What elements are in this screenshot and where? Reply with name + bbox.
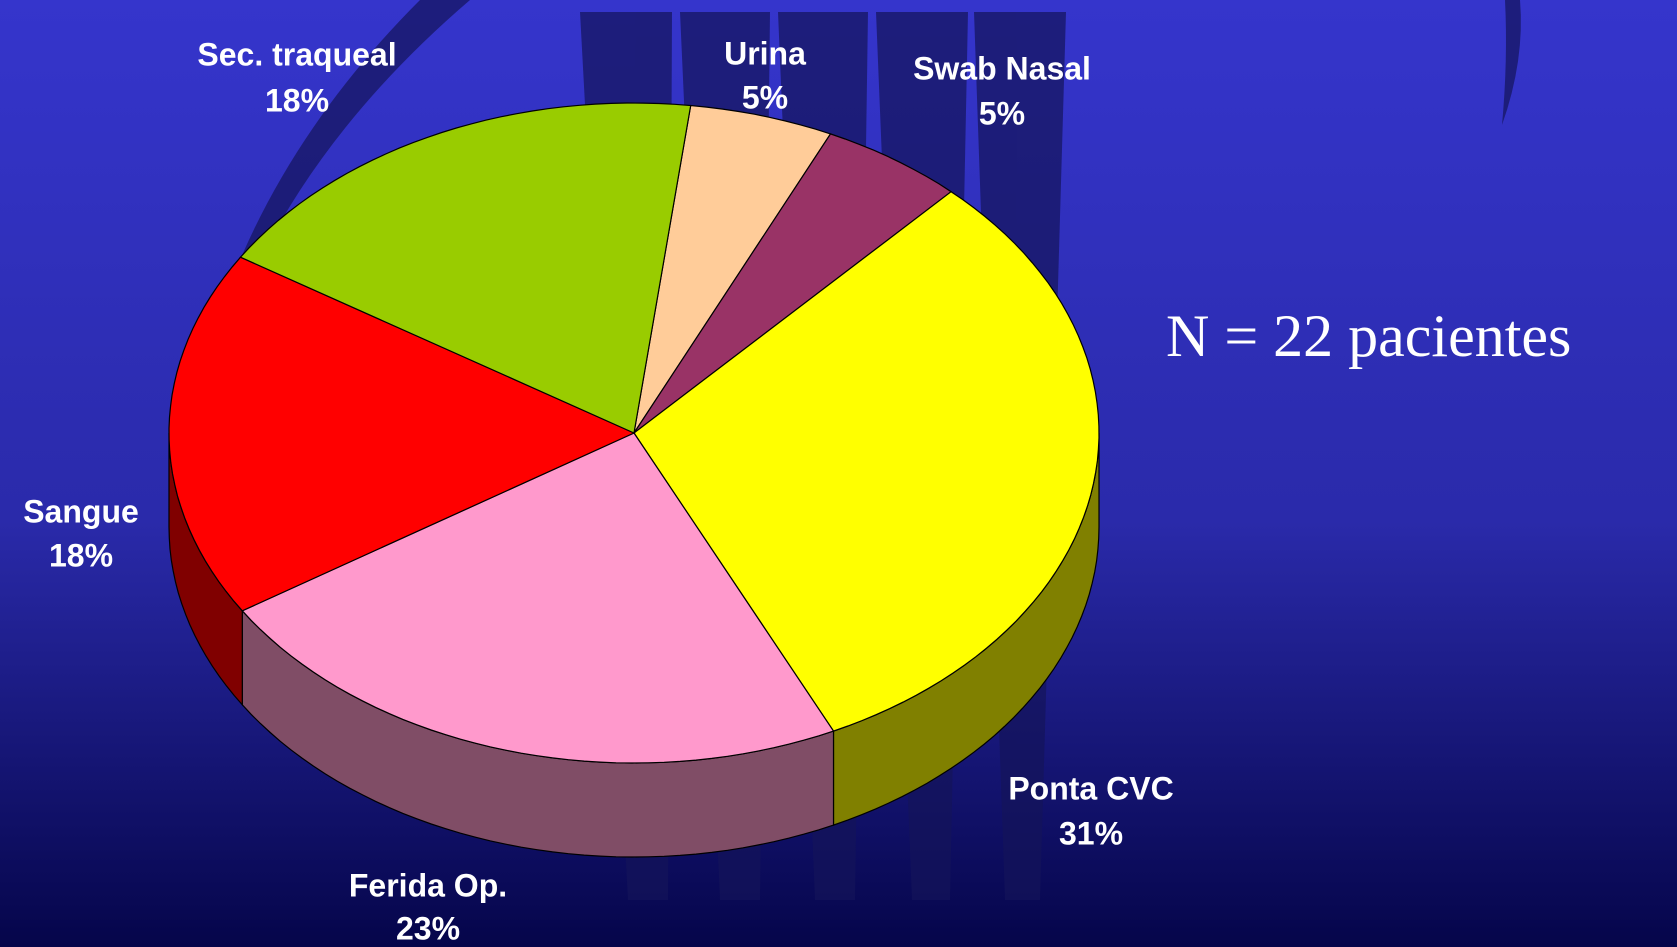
- slice-label: Sec. traqueal: [197, 36, 396, 72]
- annotation: N = 22 pacientes: [1166, 303, 1571, 369]
- pie: [168, 102, 1100, 858]
- slice: [239, 102, 692, 434]
- slice: [633, 190, 1100, 732]
- slice-value-label: 18%: [49, 537, 113, 573]
- slice: [633, 104, 832, 434]
- slice-value-label: 23%: [396, 910, 460, 946]
- slice-label: Ponta CVC: [1008, 770, 1173, 806]
- slice-label: Swab Nasal: [913, 50, 1091, 86]
- slice-value-label: 5%: [742, 79, 788, 115]
- slice: [633, 133, 953, 434]
- slice-value-label: 18%: [265, 82, 329, 118]
- slice-value-label: 31%: [1059, 815, 1123, 851]
- slice: [168, 256, 636, 612]
- pie-tops: [168, 102, 1100, 764]
- slice-value-label: 5%: [979, 95, 1025, 131]
- slice: [241, 432, 835, 764]
- slice-label: Sangue: [23, 493, 139, 529]
- slice-label: Ferida Op.: [349, 867, 507, 903]
- slice-label: Urina: [724, 35, 806, 71]
